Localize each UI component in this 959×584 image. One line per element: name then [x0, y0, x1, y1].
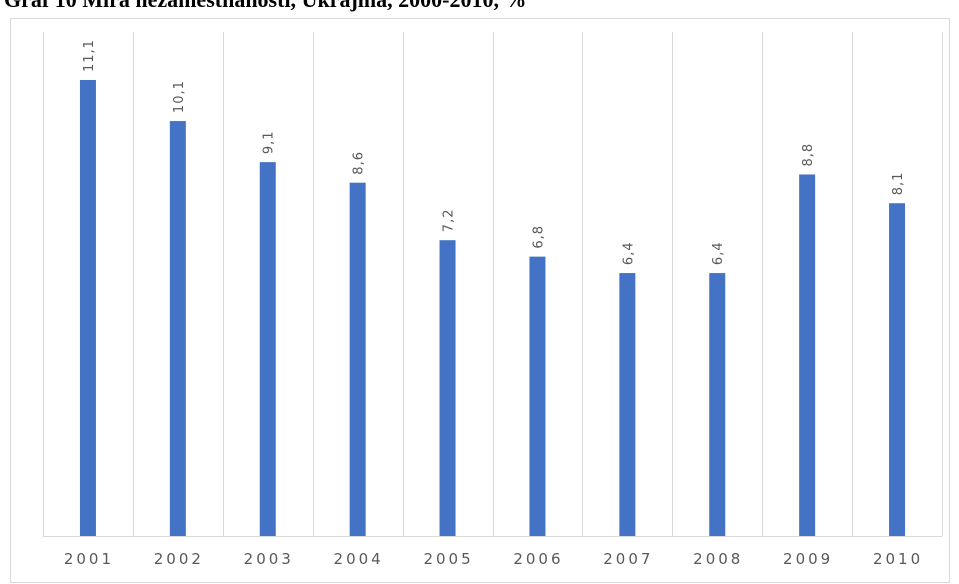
value-label: 6,8: [531, 225, 546, 249]
value-label: 11,1: [82, 39, 97, 72]
value-label: 8,8: [801, 143, 816, 167]
x-tick-label: 2002: [154, 550, 204, 568]
value-label: 6,4: [711, 241, 726, 265]
chart-title: Graf 10 Míra nezaměstnanosti, Ukrajina, …: [4, 0, 526, 12]
x-tick-label: 2004: [334, 550, 384, 568]
bar: [799, 174, 816, 536]
bar: [79, 79, 96, 536]
bar: [439, 240, 456, 536]
bar: [619, 273, 636, 536]
value-label: 9,1: [262, 130, 277, 154]
x-tick-label: 2001: [64, 550, 114, 568]
bar: [529, 256, 546, 536]
bar: [259, 162, 276, 536]
bar: [709, 273, 726, 536]
bar: [889, 203, 906, 536]
bar: [349, 182, 366, 536]
value-label: 10,1: [172, 80, 187, 113]
x-tick-label: 2005: [423, 550, 473, 568]
x-tick-label: 2003: [244, 550, 294, 568]
x-tick-label: 2010: [873, 550, 923, 568]
x-tick-label: 2007: [603, 550, 653, 568]
value-label: 8,1: [891, 172, 906, 196]
value-label: 6,4: [621, 241, 636, 265]
value-label: 8,6: [352, 151, 367, 175]
chart-frame: [10, 18, 950, 583]
x-tick-label: 2008: [693, 550, 743, 568]
x-tick-label: 2006: [513, 550, 563, 568]
value-label: 7,2: [442, 209, 457, 233]
x-tick-label: 2009: [783, 550, 833, 568]
bar: [169, 121, 186, 536]
